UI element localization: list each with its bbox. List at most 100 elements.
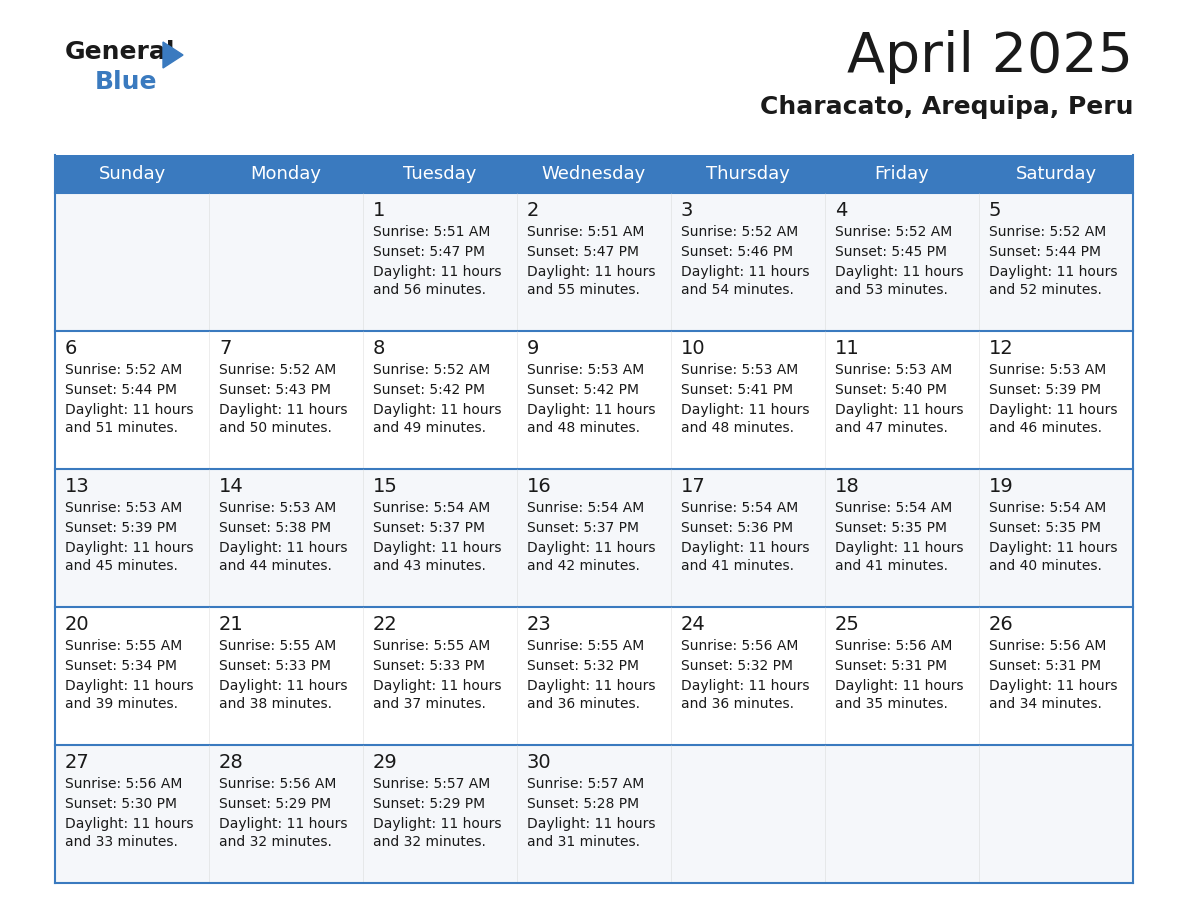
Text: 12: 12 (988, 339, 1013, 358)
Text: Sunset: 5:32 PM: Sunset: 5:32 PM (681, 659, 794, 673)
Text: and 45 minutes.: and 45 minutes. (65, 559, 178, 573)
Text: Sunset: 5:39 PM: Sunset: 5:39 PM (988, 383, 1101, 397)
Text: Sunrise: 5:56 AM: Sunrise: 5:56 AM (219, 777, 336, 791)
Text: Daylight: 11 hours: Daylight: 11 hours (681, 403, 809, 417)
Text: and 31 minutes.: and 31 minutes. (527, 835, 640, 849)
Text: and 42 minutes.: and 42 minutes. (527, 559, 640, 573)
Text: Sunset: 5:44 PM: Sunset: 5:44 PM (65, 383, 177, 397)
Text: Friday: Friday (874, 165, 929, 183)
Text: General: General (65, 40, 176, 64)
Text: Sunset: 5:30 PM: Sunset: 5:30 PM (65, 797, 177, 811)
Text: 24: 24 (681, 615, 706, 634)
Text: Daylight: 11 hours: Daylight: 11 hours (373, 265, 501, 279)
Text: Tuesday: Tuesday (403, 165, 476, 183)
Text: and 33 minutes.: and 33 minutes. (65, 835, 178, 849)
Text: Daylight: 11 hours: Daylight: 11 hours (988, 403, 1118, 417)
Text: Sunrise: 5:53 AM: Sunrise: 5:53 AM (219, 501, 336, 515)
Bar (55, 745, 1133, 883)
Text: Daylight: 11 hours: Daylight: 11 hours (373, 817, 501, 831)
Text: Daylight: 11 hours: Daylight: 11 hours (681, 265, 809, 279)
Text: Sunday: Sunday (99, 165, 165, 183)
Text: Sunrise: 5:52 AM: Sunrise: 5:52 AM (988, 225, 1106, 239)
Text: Monday: Monday (251, 165, 322, 183)
Text: and 56 minutes.: and 56 minutes. (373, 283, 486, 297)
Text: 2: 2 (527, 201, 539, 220)
Text: and 41 minutes.: and 41 minutes. (681, 559, 794, 573)
Text: Sunset: 5:41 PM: Sunset: 5:41 PM (681, 383, 794, 397)
Text: Sunrise: 5:53 AM: Sunrise: 5:53 AM (681, 363, 798, 377)
Text: and 51 minutes.: and 51 minutes. (65, 421, 178, 435)
Text: Sunset: 5:35 PM: Sunset: 5:35 PM (988, 521, 1101, 535)
Text: and 47 minutes.: and 47 minutes. (835, 421, 948, 435)
Text: Sunset: 5:38 PM: Sunset: 5:38 PM (219, 521, 331, 535)
Text: Sunrise: 5:54 AM: Sunrise: 5:54 AM (835, 501, 953, 515)
Text: Thursday: Thursday (706, 165, 790, 183)
Text: Sunrise: 5:52 AM: Sunrise: 5:52 AM (219, 363, 336, 377)
Text: and 40 minutes.: and 40 minutes. (988, 559, 1102, 573)
Text: 1: 1 (373, 201, 385, 220)
Text: Sunset: 5:40 PM: Sunset: 5:40 PM (835, 383, 947, 397)
Text: Daylight: 11 hours: Daylight: 11 hours (219, 403, 348, 417)
Text: and 41 minutes.: and 41 minutes. (835, 559, 948, 573)
Text: Sunrise: 5:54 AM: Sunrise: 5:54 AM (681, 501, 798, 515)
Text: Daylight: 11 hours: Daylight: 11 hours (219, 817, 348, 831)
Text: Sunset: 5:31 PM: Sunset: 5:31 PM (835, 659, 947, 673)
Text: Daylight: 11 hours: Daylight: 11 hours (527, 679, 656, 693)
Text: and 37 minutes.: and 37 minutes. (373, 697, 486, 711)
Text: Sunset: 5:34 PM: Sunset: 5:34 PM (65, 659, 177, 673)
Text: Sunset: 5:43 PM: Sunset: 5:43 PM (219, 383, 331, 397)
Text: 21: 21 (219, 615, 244, 634)
Text: Daylight: 11 hours: Daylight: 11 hours (219, 541, 348, 555)
Text: and 53 minutes.: and 53 minutes. (835, 283, 948, 297)
Text: Daylight: 11 hours: Daylight: 11 hours (373, 403, 501, 417)
Text: 29: 29 (373, 753, 398, 772)
Text: 11: 11 (835, 339, 860, 358)
Text: and 55 minutes.: and 55 minutes. (527, 283, 640, 297)
Text: 13: 13 (65, 477, 90, 496)
Text: Sunrise: 5:56 AM: Sunrise: 5:56 AM (681, 639, 798, 653)
Text: Daylight: 11 hours: Daylight: 11 hours (527, 265, 656, 279)
Text: Sunset: 5:28 PM: Sunset: 5:28 PM (527, 797, 639, 811)
Text: Sunrise: 5:55 AM: Sunrise: 5:55 AM (65, 639, 182, 653)
Text: Daylight: 11 hours: Daylight: 11 hours (835, 679, 963, 693)
Text: Sunset: 5:45 PM: Sunset: 5:45 PM (835, 245, 947, 259)
Text: Sunrise: 5:55 AM: Sunrise: 5:55 AM (219, 639, 336, 653)
Text: Daylight: 11 hours: Daylight: 11 hours (681, 541, 809, 555)
Text: Sunset: 5:46 PM: Sunset: 5:46 PM (681, 245, 794, 259)
Text: Sunset: 5:31 PM: Sunset: 5:31 PM (988, 659, 1101, 673)
Text: Sunrise: 5:52 AM: Sunrise: 5:52 AM (835, 225, 953, 239)
Text: Sunrise: 5:55 AM: Sunrise: 5:55 AM (373, 639, 491, 653)
Bar (55, 607, 1133, 745)
Text: and 46 minutes.: and 46 minutes. (988, 421, 1102, 435)
Text: Sunset: 5:35 PM: Sunset: 5:35 PM (835, 521, 947, 535)
Text: Sunrise: 5:55 AM: Sunrise: 5:55 AM (527, 639, 644, 653)
Text: and 38 minutes.: and 38 minutes. (219, 697, 331, 711)
Bar (55, 193, 1133, 331)
Text: 26: 26 (988, 615, 1013, 634)
Text: Sunset: 5:33 PM: Sunset: 5:33 PM (219, 659, 331, 673)
Text: Sunrise: 5:52 AM: Sunrise: 5:52 AM (65, 363, 182, 377)
Text: Sunset: 5:33 PM: Sunset: 5:33 PM (373, 659, 485, 673)
Text: and 39 minutes.: and 39 minutes. (65, 697, 178, 711)
Text: Sunrise: 5:52 AM: Sunrise: 5:52 AM (373, 363, 491, 377)
Text: Sunrise: 5:54 AM: Sunrise: 5:54 AM (373, 501, 491, 515)
Text: Daylight: 11 hours: Daylight: 11 hours (527, 541, 656, 555)
Text: 8: 8 (373, 339, 385, 358)
Text: 23: 23 (527, 615, 551, 634)
Text: Sunrise: 5:54 AM: Sunrise: 5:54 AM (988, 501, 1106, 515)
Text: Daylight: 11 hours: Daylight: 11 hours (65, 403, 194, 417)
Text: Sunrise: 5:53 AM: Sunrise: 5:53 AM (988, 363, 1106, 377)
Text: 18: 18 (835, 477, 860, 496)
Text: Daylight: 11 hours: Daylight: 11 hours (373, 679, 501, 693)
Text: and 52 minutes.: and 52 minutes. (988, 283, 1102, 297)
Text: Daylight: 11 hours: Daylight: 11 hours (988, 265, 1118, 279)
Text: Sunrise: 5:53 AM: Sunrise: 5:53 AM (527, 363, 644, 377)
Text: Sunrise: 5:56 AM: Sunrise: 5:56 AM (65, 777, 183, 791)
Text: 28: 28 (219, 753, 244, 772)
Text: Daylight: 11 hours: Daylight: 11 hours (835, 265, 963, 279)
Text: Wednesday: Wednesday (542, 165, 646, 183)
Text: 5: 5 (988, 201, 1001, 220)
Text: Sunset: 5:37 PM: Sunset: 5:37 PM (373, 521, 485, 535)
Text: Sunrise: 5:54 AM: Sunrise: 5:54 AM (527, 501, 644, 515)
Text: Sunrise: 5:56 AM: Sunrise: 5:56 AM (988, 639, 1106, 653)
